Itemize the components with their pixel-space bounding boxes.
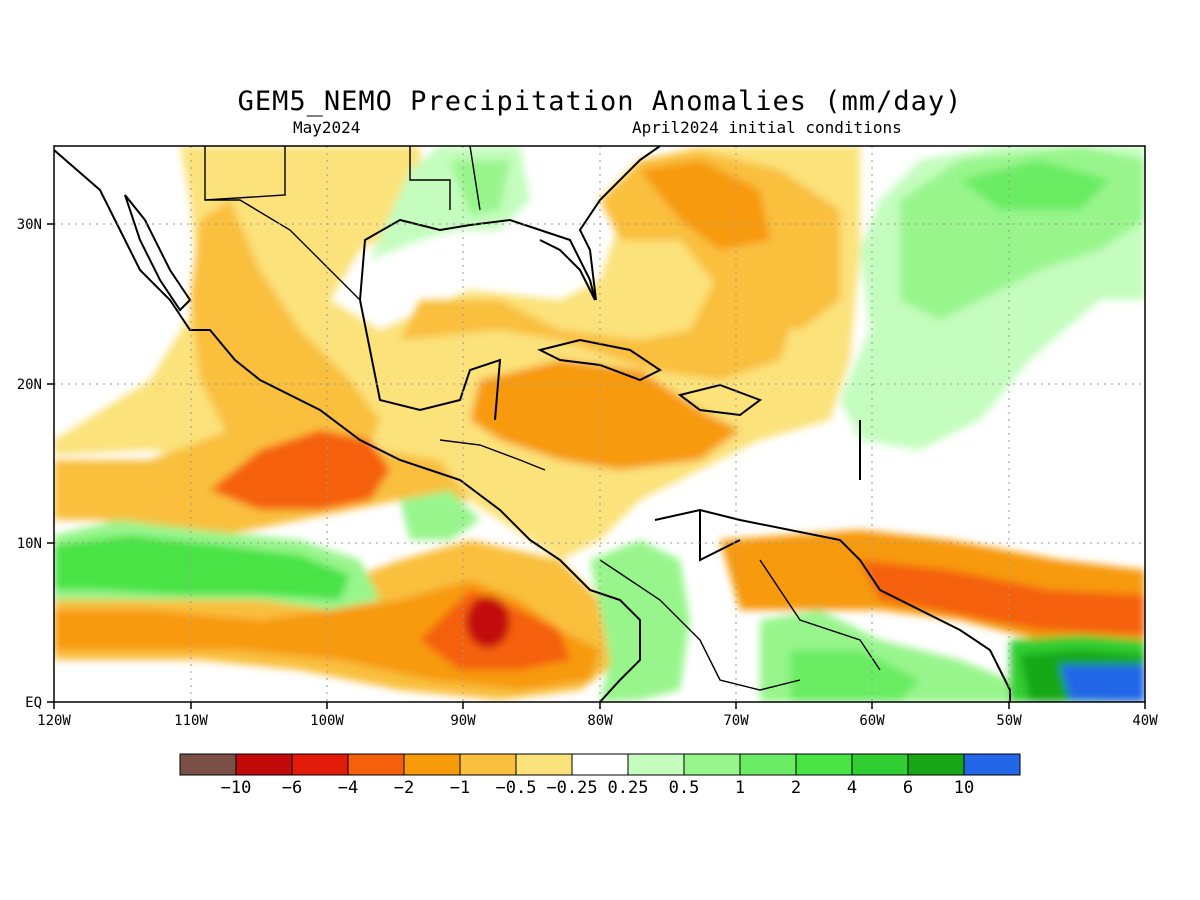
colorbar-swatch (739, 753, 797, 776)
x-tick-label: 40W (1132, 713, 1158, 729)
graticule (54, 146, 1145, 702)
colorbar: −10 −6 −4 −2 −1 −0.5 −0.25 0.25 0.5 1 2 4 6 10 (179, 753, 1021, 798)
y-tick-label: 30N (17, 217, 42, 233)
colorbar-swatch (627, 753, 685, 776)
y-tick-label: 10N (17, 536, 42, 552)
colorbar-swatch (459, 753, 517, 776)
x-tick-label: 110W (174, 713, 208, 729)
colorbar-label: 2 (791, 778, 801, 798)
map-title: GEM5_NEMO Precipitation Anomalies (mm/da… (237, 86, 963, 117)
y-tick-label: EQ (25, 695, 42, 711)
colorbar-label: −10 (221, 778, 252, 798)
x-tick-label: 120W (37, 713, 71, 729)
x-tick-label: 70W (723, 713, 749, 729)
colorbar-swatch (179, 753, 237, 776)
colorbar-label: −0.25 (546, 778, 597, 798)
borders (204, 146, 881, 691)
colorbar-swatch (515, 753, 573, 776)
y-tick-labels: EQ 10N 20N 30N (17, 217, 42, 711)
colorbar-label: −0.5 (496, 778, 537, 798)
anomaly-field (54, 146, 1145, 702)
colorbar-label: 1 (735, 778, 745, 798)
colorbar-label: −4 (338, 778, 358, 798)
x-tick-label: 80W (587, 713, 613, 729)
forecast-month: May2024 (293, 118, 361, 137)
colorbar-label: 10 (954, 778, 974, 798)
colorbar-swatch (291, 753, 349, 776)
colorbar-label: −2 (394, 778, 414, 798)
x-tick-label: 60W (859, 713, 885, 729)
x-tick-label: 100W (310, 713, 344, 729)
colorbar-label: 6 (903, 778, 913, 798)
y-tick-label: 20N (17, 377, 42, 393)
initial-conditions: April2024 initial conditions (632, 118, 902, 137)
x-tick-label: 90W (450, 713, 476, 729)
x-tick-labels: 120W 110W 100W 90W 80W 70W 60W 50W 40W (37, 713, 1158, 729)
colorbar-swatch (683, 753, 741, 776)
colorbar-swatch (795, 753, 853, 776)
axis-ticks (47, 223, 1146, 709)
coastlines (54, 146, 1011, 702)
colorbar-swatch (907, 753, 965, 776)
x-tick-label: 50W (996, 713, 1022, 729)
colorbar-swatch (963, 753, 1021, 776)
colorbar-label: −6 (282, 778, 302, 798)
colorbar-label: 0.25 (608, 778, 649, 798)
colorbar-swatch (851, 753, 909, 776)
colorbar-label: −1 (450, 778, 470, 798)
colorbar-swatch (571, 753, 629, 776)
colorbar-swatch (235, 753, 293, 776)
colorbar-label: 4 (847, 778, 857, 798)
colorbar-swatch (403, 753, 461, 776)
colorbar-label: 0.5 (669, 778, 700, 798)
colorbar-swatch (347, 753, 405, 776)
